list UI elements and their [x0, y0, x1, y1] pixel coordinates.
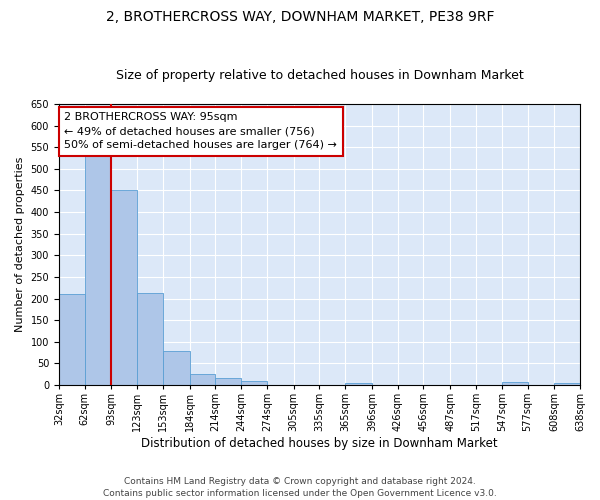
Title: Size of property relative to detached houses in Downham Market: Size of property relative to detached ho… — [116, 69, 523, 82]
Bar — [502, 382, 527, 385]
Bar — [137, 293, 163, 385]
Text: Contains HM Land Registry data © Crown copyright and database right 2024.
Contai: Contains HM Land Registry data © Crown c… — [103, 476, 497, 498]
Bar — [85, 156, 112, 385]
Bar — [59, 294, 85, 385]
Bar — [241, 380, 267, 385]
Bar — [112, 190, 137, 385]
X-axis label: Distribution of detached houses by size in Downham Market: Distribution of detached houses by size … — [141, 437, 498, 450]
Bar — [163, 352, 190, 385]
Bar — [215, 378, 241, 385]
Text: 2 BROTHERCROSS WAY: 95sqm
← 49% of detached houses are smaller (756)
50% of semi: 2 BROTHERCROSS WAY: 95sqm ← 49% of detac… — [64, 112, 337, 150]
Bar — [190, 374, 215, 385]
Text: 2, BROTHERCROSS WAY, DOWNHAM MARKET, PE38 9RF: 2, BROTHERCROSS WAY, DOWNHAM MARKET, PE3… — [106, 10, 494, 24]
Y-axis label: Number of detached properties: Number of detached properties — [15, 157, 25, 332]
Bar — [345, 383, 372, 385]
Bar — [554, 383, 580, 385]
